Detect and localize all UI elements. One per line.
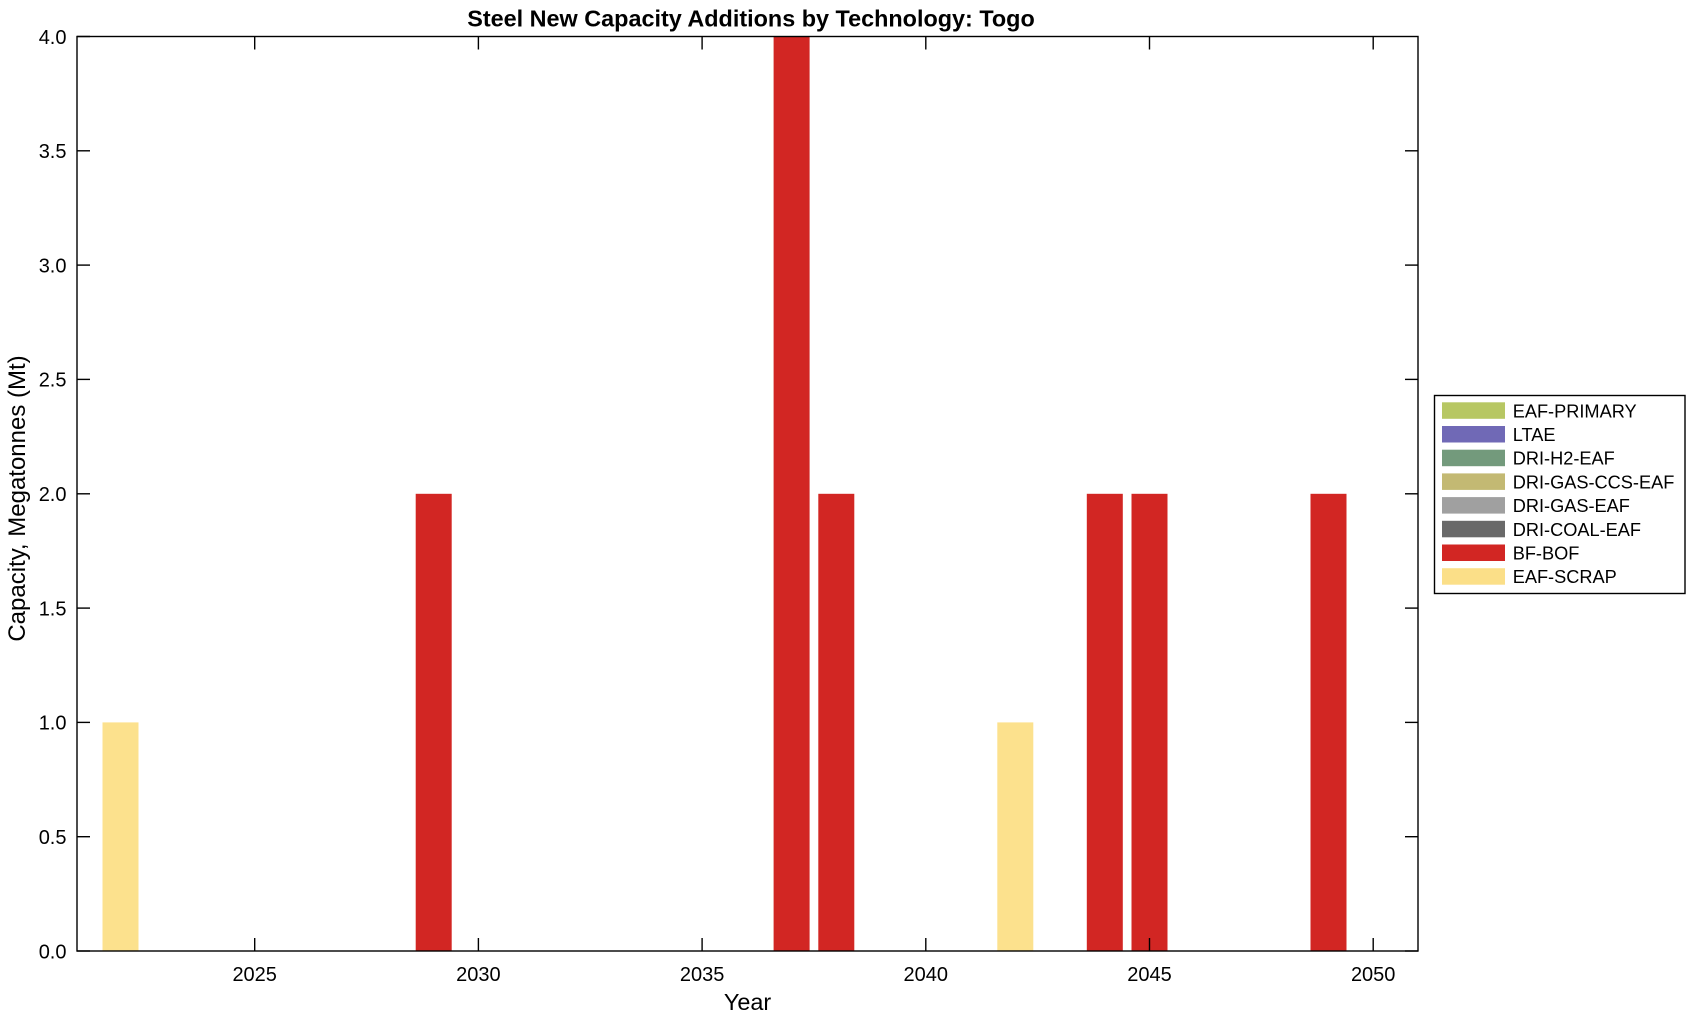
svg-text:DRI-GAS-CCS-EAF: DRI-GAS-CCS-EAF bbox=[1513, 472, 1675, 492]
svg-text:2045: 2045 bbox=[1127, 964, 1172, 986]
svg-text:2050: 2050 bbox=[1351, 964, 1396, 986]
svg-text:2.5: 2.5 bbox=[39, 370, 67, 392]
svg-text:0.0: 0.0 bbox=[39, 941, 67, 963]
svg-text:DRI-GAS-EAF: DRI-GAS-EAF bbox=[1513, 496, 1630, 516]
svg-text:3.0: 3.0 bbox=[39, 255, 67, 277]
svg-text:EAF-SCRAP: EAF-SCRAP bbox=[1513, 567, 1617, 587]
svg-text:4.0: 4.0 bbox=[39, 27, 67, 49]
svg-text:EAF-PRIMARY: EAF-PRIMARY bbox=[1513, 401, 1637, 421]
svg-text:Capacity, Megatonnes (Mt): Capacity, Megatonnes (Mt) bbox=[4, 355, 31, 641]
svg-text:LTAE: LTAE bbox=[1513, 425, 1556, 445]
svg-text:0.5: 0.5 bbox=[39, 827, 67, 849]
svg-text:2.0: 2.0 bbox=[39, 484, 67, 506]
svg-text:2025: 2025 bbox=[232, 964, 277, 986]
svg-text:1.5: 1.5 bbox=[39, 598, 67, 620]
svg-text:Steel New Capacity Additions b: Steel New Capacity Additions by Technolo… bbox=[467, 6, 1034, 32]
svg-text:3.5: 3.5 bbox=[39, 141, 67, 163]
svg-text:BF-BOF: BF-BOF bbox=[1513, 544, 1580, 564]
svg-text:DRI-H2-EAF: DRI-H2-EAF bbox=[1513, 449, 1615, 469]
svg-text:DRI-COAL-EAF: DRI-COAL-EAF bbox=[1513, 520, 1641, 540]
svg-text:2040: 2040 bbox=[904, 964, 949, 986]
svg-text:1.0: 1.0 bbox=[39, 713, 67, 735]
svg-text:2030: 2030 bbox=[456, 964, 501, 986]
svg-text:Year: Year bbox=[724, 989, 771, 1015]
svg-text:2035: 2035 bbox=[680, 964, 725, 986]
